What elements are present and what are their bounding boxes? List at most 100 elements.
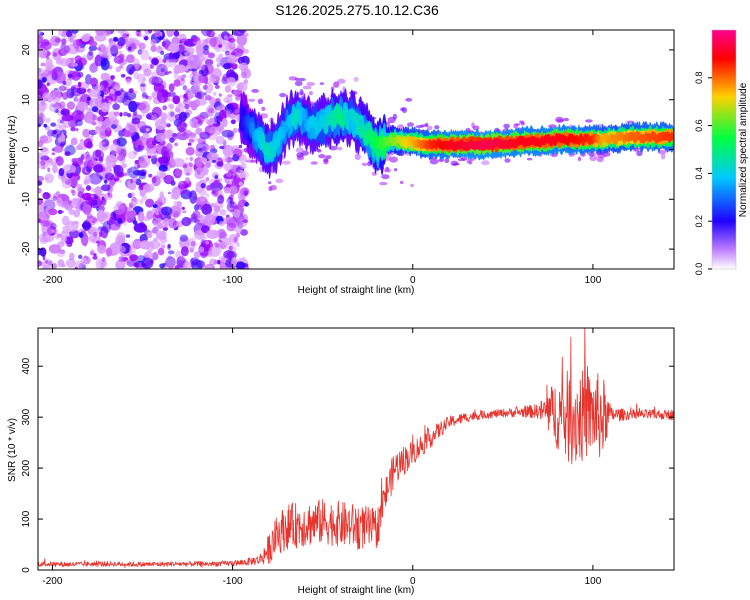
- noise-speckle: [55, 156, 64, 166]
- noise-speckle: [131, 117, 141, 125]
- noise-speckle: [55, 232, 60, 240]
- noise-speckle: [174, 142, 179, 147]
- noise-speckle: [199, 195, 206, 203]
- noise-speckle: [169, 137, 175, 143]
- noise-speckle: [241, 177, 246, 181]
- noise-speckle: [133, 223, 148, 233]
- snr-y-ticks: 0 100 200 300 400: [21, 357, 674, 573]
- noise-speckle: [83, 138, 93, 149]
- noise-speckle: [120, 203, 126, 208]
- noise-speckle: [117, 179, 122, 183]
- noise-speckle: [154, 118, 168, 130]
- noise-speckle: [202, 84, 208, 90]
- noise-speckle: [210, 203, 216, 208]
- noise-speckle: [80, 154, 85, 161]
- noise-speckle: [79, 65, 85, 70]
- spectrogram-y-label: Frequency (Hz): [7, 116, 18, 185]
- ridge-halo-speckle: [295, 147, 304, 154]
- noise-speckle: [173, 201, 179, 206]
- noise-speckle: [116, 232, 126, 241]
- noise-speckle: [184, 51, 189, 57]
- noise-speckle: [226, 171, 233, 178]
- noise-speckle: [230, 119, 236, 125]
- ridge-halo-speckle: [318, 154, 326, 159]
- noise-speckle: [223, 62, 232, 70]
- noise-speckle: [53, 145, 64, 153]
- ridge-halo-speckle: [261, 106, 266, 111]
- noise-speckle: [136, 30, 141, 33]
- noise-speckle: [181, 206, 185, 210]
- ridge-halo-speckle: [513, 123, 519, 129]
- noise-speckle: [81, 165, 87, 171]
- ridge-halo-speckle: [248, 98, 256, 102]
- noise-speckle: [221, 129, 234, 138]
- ridge-halo-speckle: [468, 160, 473, 165]
- noise-speckle: [183, 167, 193, 176]
- noise-speckle: [239, 169, 244, 174]
- noise-speckle: [40, 220, 51, 227]
- noise-speckle: [105, 166, 112, 174]
- noise-speckle: [136, 255, 146, 263]
- noise-speckle: [85, 185, 92, 191]
- noise-speckle: [38, 34, 44, 44]
- ridge-halo-speckle: [424, 122, 429, 127]
- noise-speckle: [244, 202, 250, 207]
- noise-speckle: [165, 143, 173, 152]
- noise-speckle: [102, 220, 111, 234]
- noise-speckle: [38, 152, 43, 158]
- snr-x-label: Height of straight line (km): [298, 585, 415, 596]
- noise-speckle: [206, 144, 215, 152]
- noise-speckle: [89, 40, 98, 48]
- noise-speckle: [172, 158, 185, 168]
- noise-speckle: [78, 254, 83, 259]
- noise-speckle: [184, 177, 191, 184]
- noise-speckle: [38, 79, 43, 89]
- noise-speckle: [130, 240, 142, 248]
- noise-speckle: [235, 261, 246, 269]
- noise-speckle: [101, 257, 106, 262]
- noise-speckle: [176, 120, 187, 132]
- noise-speckle: [206, 185, 212, 191]
- noise-speckle: [174, 168, 183, 177]
- y-tick-label: 100: [21, 510, 32, 527]
- noise-speckle: [199, 131, 211, 140]
- noise-speckle: [241, 256, 246, 261]
- noise-speckle: [198, 246, 205, 253]
- ridge-halo-speckle: [296, 155, 305, 161]
- noise-speckle: [162, 58, 167, 64]
- x-tick-label: -200: [42, 275, 62, 286]
- noise-speckle: [92, 255, 98, 260]
- ridge-halo-speckle: [393, 168, 398, 172]
- noise-speckle: [172, 224, 177, 229]
- noise-speckle: [211, 190, 216, 194]
- noise-speckle: [113, 36, 119, 42]
- noise-speckle: [168, 83, 175, 92]
- noise-speckle: [232, 48, 244, 57]
- noise-speckle: [153, 30, 161, 34]
- noise-speckle: [240, 229, 248, 236]
- snr-plot-area: [38, 328, 674, 568]
- noise-speckle: [206, 152, 219, 161]
- noise-speckle: [163, 174, 175, 185]
- noise-speckle: [77, 81, 82, 88]
- noise-speckle: [139, 199, 144, 205]
- noise-speckle: [104, 30, 111, 37]
- noise-speckle: [227, 77, 237, 87]
- y-tick-label: 400: [21, 357, 32, 374]
- noise-speckle: [38, 116, 44, 127]
- noise-speckle: [48, 244, 61, 254]
- noise-speckle: [168, 71, 172, 74]
- noise-speckle: [123, 172, 128, 177]
- x-tick-label: 0: [410, 275, 416, 286]
- noise-speckle: [75, 119, 83, 127]
- ridge-halo-speckle: [306, 82, 316, 86]
- noise-speckle: [147, 30, 153, 34]
- noise-speckle: [161, 99, 164, 104]
- noise-speckle: [206, 229, 220, 239]
- noise-speckle: [78, 156, 84, 164]
- noise-speckle: [145, 112, 160, 121]
- noise-speckle: [97, 244, 107, 254]
- noise-speckle: [217, 260, 221, 265]
- noise-speckle: [167, 110, 176, 122]
- noise-speckle: [55, 191, 61, 196]
